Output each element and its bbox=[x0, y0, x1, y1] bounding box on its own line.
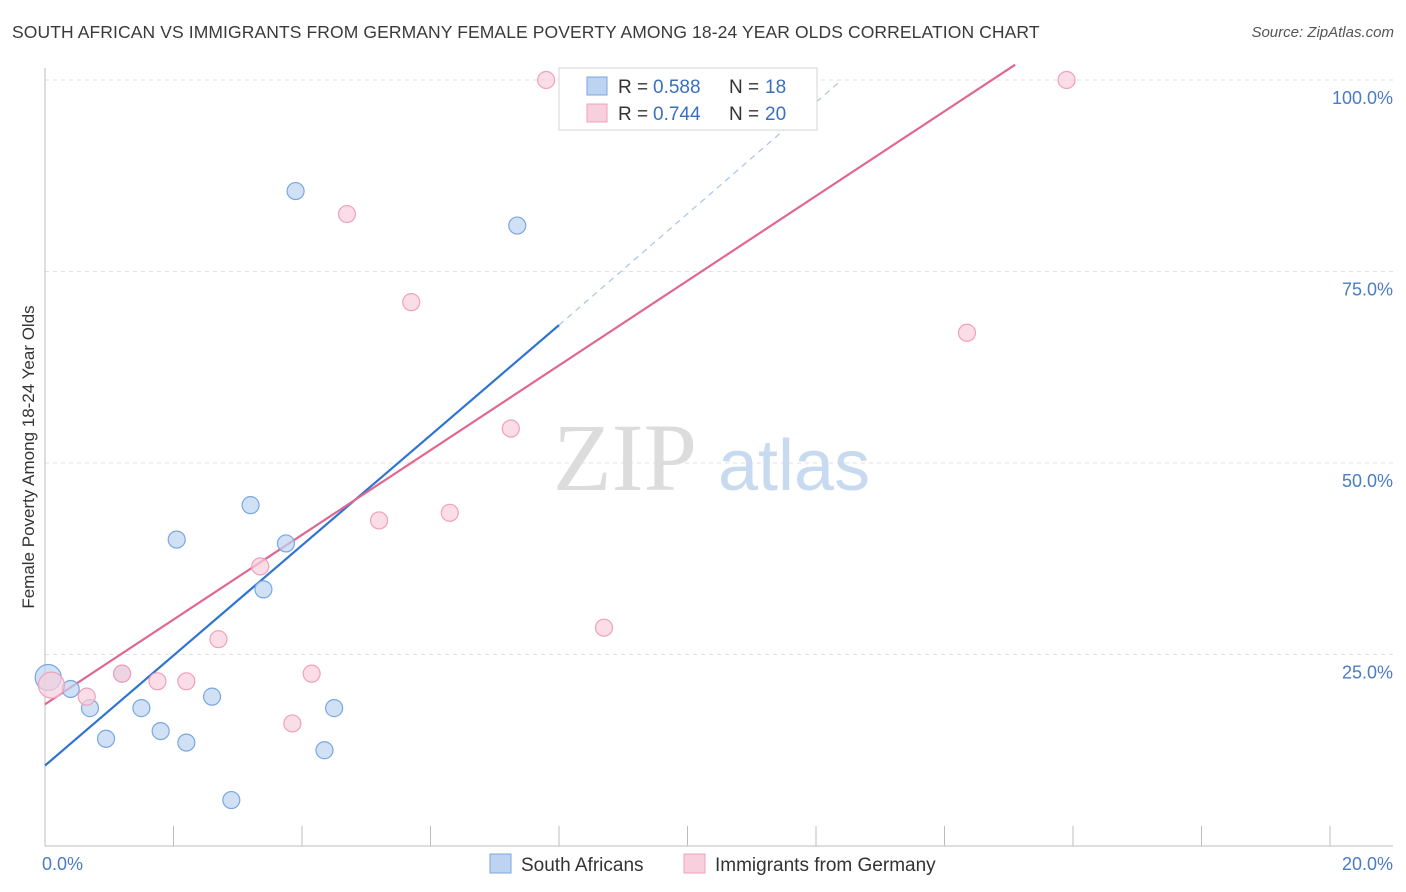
legend-swatch-1 bbox=[586, 103, 608, 123]
y-tick-label: 100.0% bbox=[1332, 88, 1393, 108]
point-south-african bbox=[286, 181, 305, 201]
legend-n-label: N = bbox=[729, 77, 759, 98]
point-germany bbox=[957, 323, 977, 342]
watermark: ZIP atlas bbox=[553, 404, 870, 511]
chart-title: SOUTH AFRICAN VS IMMIGRANTS FROM GERMANY… bbox=[12, 22, 1040, 42]
legend: R = 0.588 N = 18 R = 0.744 N = 20 bbox=[558, 67, 818, 131]
point-germany bbox=[251, 557, 270, 576]
point-germany bbox=[1057, 70, 1076, 90]
bottom-legend-label-1: Immigrants from Germany bbox=[715, 855, 936, 876]
data-points bbox=[34, 70, 1076, 810]
point-germany bbox=[370, 511, 389, 530]
point-germany bbox=[148, 672, 167, 691]
point-south-african bbox=[96, 729, 116, 748]
trend-line-1 bbox=[44, 63, 1016, 706]
chart-source: Source: ZipAtlas.com bbox=[1251, 24, 1394, 41]
watermark-zip: ZIP bbox=[553, 404, 697, 511]
point-south-african bbox=[151, 721, 170, 741]
point-south-african bbox=[202, 687, 222, 706]
point-germany bbox=[283, 714, 302, 733]
y-tick-label: 50.0% bbox=[1342, 471, 1393, 491]
point-germany bbox=[402, 293, 421, 312]
point-germany bbox=[112, 664, 132, 683]
legend-r-label: R = bbox=[618, 77, 648, 98]
bottom-legend-label-0: South Africans bbox=[521, 855, 644, 876]
y-axis-label: Female Poverty Among 18-24 Year Olds bbox=[19, 305, 38, 608]
legend-n-label: N = bbox=[729, 104, 759, 125]
point-germany bbox=[337, 204, 357, 224]
y-tick-label: 25.0% bbox=[1342, 663, 1393, 683]
point-south-african bbox=[222, 790, 241, 810]
point-germany bbox=[302, 664, 321, 683]
legend-r-label: R = bbox=[618, 104, 648, 125]
point-south-african bbox=[167, 530, 186, 549]
axes bbox=[44, 68, 1393, 847]
x-tick-label: 0.0% bbox=[42, 854, 83, 874]
point-south-african bbox=[315, 741, 334, 760]
legend-n-value: 18 bbox=[765, 77, 786, 98]
bottom-legend: South Africans Immigrants from Germany bbox=[489, 853, 936, 876]
y-axis-label-group: Female Poverty Among 18-24 Year Olds bbox=[19, 305, 38, 608]
point-germany bbox=[37, 671, 66, 699]
point-germany bbox=[501, 419, 520, 438]
point-germany bbox=[77, 687, 96, 706]
point-south-african bbox=[241, 496, 260, 515]
grid-lines bbox=[45, 79, 1393, 655]
point-south-african bbox=[132, 699, 151, 718]
trend-lines bbox=[44, 63, 1016, 767]
legend-n-value: 20 bbox=[765, 104, 786, 125]
point-germany bbox=[537, 70, 556, 90]
legend-swatch-0 bbox=[586, 76, 608, 96]
point-germany bbox=[177, 672, 196, 691]
y-tick-label: 75.0% bbox=[1342, 280, 1393, 300]
point-south-african bbox=[508, 216, 527, 235]
trend-line-0 bbox=[44, 324, 560, 767]
point-south-african bbox=[177, 733, 196, 752]
legend-r-value: 0.744 bbox=[653, 104, 701, 125]
legend-r-value: 0.588 bbox=[653, 77, 701, 98]
watermark-atlas: atlas bbox=[718, 426, 870, 506]
point-south-african bbox=[254, 580, 273, 599]
point-germany bbox=[594, 618, 614, 637]
bottom-legend-swatch-0 bbox=[489, 853, 512, 874]
x-tick-label: 20.0% bbox=[1342, 854, 1393, 874]
point-south-african bbox=[325, 699, 344, 718]
point-germany bbox=[209, 630, 228, 649]
point-germany bbox=[440, 503, 459, 522]
bottom-legend-swatch-1 bbox=[683, 853, 706, 874]
tick-labels: 25.0% 50.0% 75.0% 100.0% 0.0% 20.0% bbox=[42, 88, 1393, 874]
point-south-african bbox=[276, 534, 296, 553]
